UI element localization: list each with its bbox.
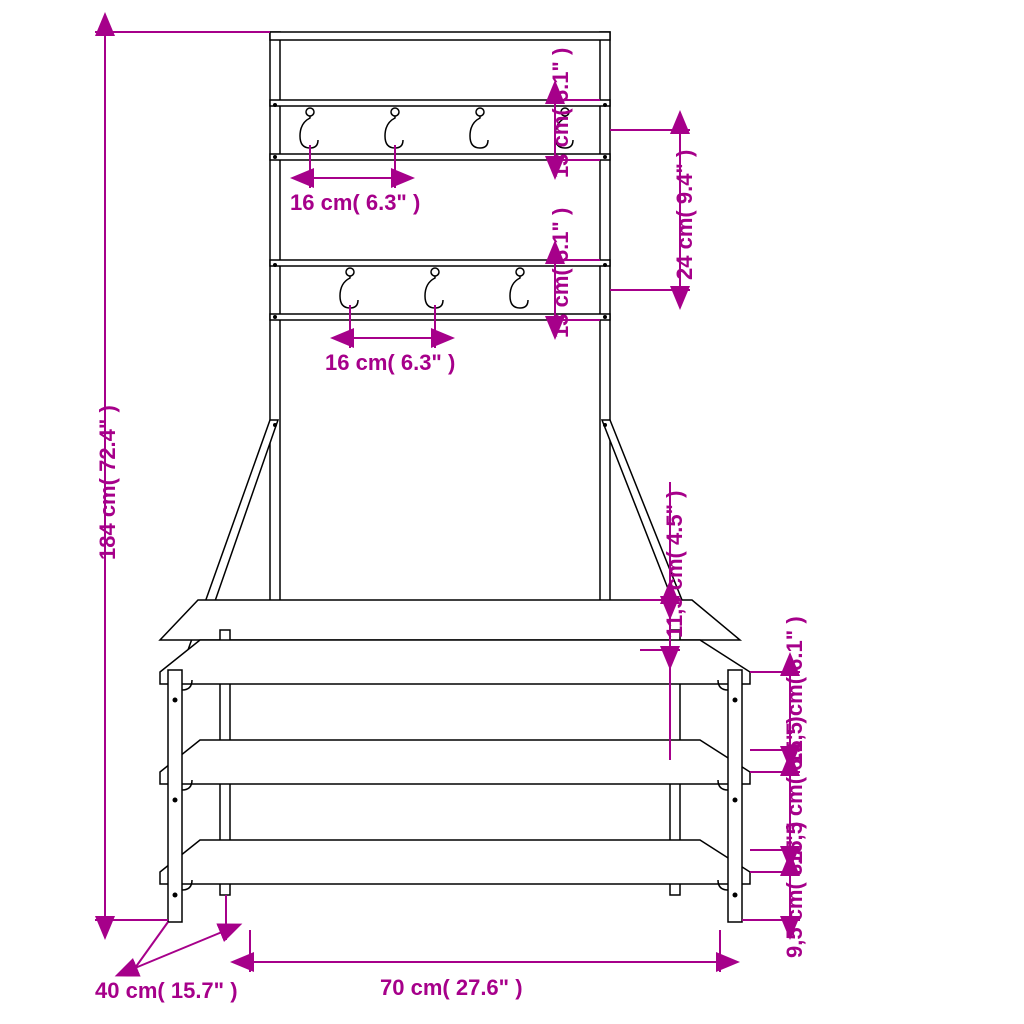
- label-hook-spacing-upper: 16 cm( 6.3" ): [290, 190, 420, 216]
- label-depth: 40 cm( 15.7" ): [95, 978, 238, 1004]
- label-hook-bar-upper: 13 cm( 5.1" ): [548, 48, 574, 178]
- label-total-height: 184 cm( 72.4" ): [95, 405, 121, 560]
- label-foot: 9,5 cm( 3.7" ): [782, 822, 808, 958]
- label-hook-spacing-lower: 16 cm( 6.3" ): [325, 350, 455, 376]
- label-bar-gap: 24 cm( 9.4" ): [672, 150, 698, 280]
- label-backrest: 11,5 cm( 4.5" ): [662, 491, 688, 638]
- dimension-overlay: [0, 0, 1024, 1024]
- label-width: 70 cm( 27.6" ): [380, 975, 523, 1001]
- label-hook-bar-lower: 13 cm( 5.1" ): [548, 208, 574, 338]
